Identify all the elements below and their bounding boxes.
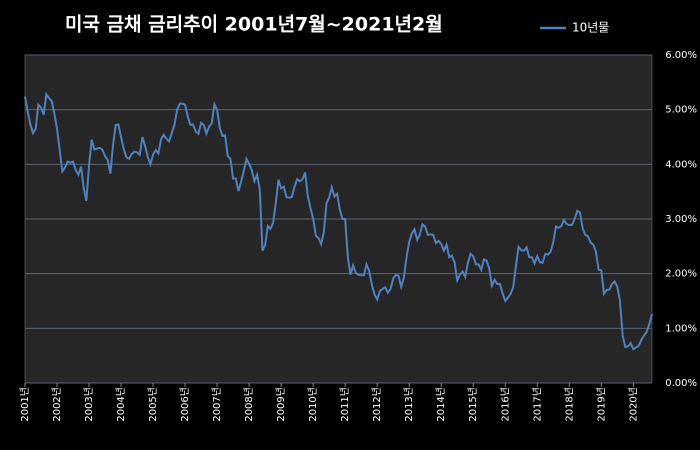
y-tick-label: 5.00% bbox=[665, 105, 697, 116]
x-tick-label: 2016년 bbox=[499, 387, 511, 422]
x-tick-label: 2008년 bbox=[243, 387, 255, 422]
x-tick-label: 2013년 bbox=[403, 387, 415, 422]
x-tick-label: 2011년 bbox=[339, 387, 351, 422]
x-tick-label: 2009년 bbox=[275, 387, 287, 422]
x-tick-label: 2002년 bbox=[51, 387, 63, 422]
x-tick-label: 2017년 bbox=[531, 387, 543, 422]
x-tick-label: 2001년 bbox=[19, 387, 31, 422]
x-tick-label: 2019년 bbox=[595, 387, 607, 422]
x-tick-label: 2005년 bbox=[147, 387, 159, 422]
x-tick-label: 2012년 bbox=[371, 387, 383, 422]
y-tick-label: 1.00% bbox=[665, 323, 697, 334]
legend-label: 10년물 bbox=[572, 21, 609, 35]
y-tick-label: 4.00% bbox=[665, 159, 697, 170]
y-tick-label: 6.00% bbox=[665, 50, 697, 61]
x-tick-label: 2010년 bbox=[307, 387, 319, 422]
x-tick-label: 2007년 bbox=[211, 387, 223, 422]
x-tick-label: 2015년 bbox=[467, 387, 479, 422]
x-tick-label: 2020년 bbox=[627, 387, 639, 422]
y-tick-label: 2.00% bbox=[665, 269, 697, 280]
y-tick-label: 0.00% bbox=[665, 378, 697, 389]
y-tick-label: 3.00% bbox=[665, 214, 697, 225]
x-tick-label: 2006년 bbox=[179, 387, 191, 422]
x-tick-label: 2018년 bbox=[563, 387, 575, 422]
chart-title: 미국 금채 금리추이 2001년7월~2021년2월 bbox=[65, 14, 443, 36]
x-tick-label: 2004년 bbox=[115, 387, 127, 422]
x-tick-label: 2014년 bbox=[435, 387, 447, 422]
line-series bbox=[24, 91, 653, 351]
x-tick-label: 2003년 bbox=[83, 387, 95, 422]
